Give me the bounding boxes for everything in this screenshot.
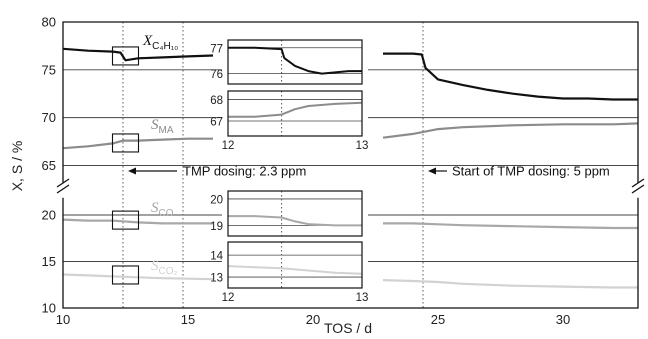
inset-y-tick-label: 14 [210, 251, 223, 263]
annotations: TMP dosing: 2.3 ppm Start of TMP dosing: … [128, 164, 610, 179]
frame-upper [62, 21, 639, 183]
series-label: SMA [151, 117, 174, 136]
inset-y-tick-label: 67 [210, 117, 223, 129]
y-tick-label: 65 [42, 158, 56, 173]
inset-backdrop [222, 88, 368, 139]
inset-panel: 67 68 12 13 [210, 88, 368, 152]
inset-backdrop [222, 188, 368, 239]
inset-y-tick-label: 19 [210, 221, 223, 233]
inset-frame [227, 241, 363, 289]
zoom-box [111, 265, 140, 285]
inset-series-line [228, 46, 362, 75]
series-label: SCO [151, 200, 174, 219]
series-line [383, 52, 638, 101]
zoom-box [111, 210, 140, 230]
series-label-main: S [151, 258, 159, 274]
annotation-text: Start of TMP dosing: 5 ppm [452, 164, 610, 179]
annotation-arrow-head [128, 167, 136, 175]
x-tick-label: 15 [181, 312, 195, 327]
series-label-main: S [151, 200, 159, 216]
y-tick-label: 10 [42, 301, 56, 316]
inset-backdrop [222, 37, 368, 87]
plot-frame [56, 21, 645, 309]
inset-y-tick-label: 20 [210, 194, 223, 206]
series-line [383, 222, 638, 230]
series-line [382, 279, 638, 289]
tick-labels: 65 70 75 80 10 15 20 10 15 20 25 30 [42, 15, 571, 328]
axis-break-mark [56, 178, 70, 188]
series-label: SCO₂ [151, 258, 178, 277]
x-tick-label: 10 [56, 312, 70, 327]
frame-lower [62, 197, 639, 309]
zoom-box [111, 46, 140, 66]
series-label-sub: MA [159, 125, 174, 136]
axis-break-mark [631, 184, 645, 194]
inset-panel: 13 14 12 13 [210, 239, 368, 304]
series-line [62, 218, 213, 225]
zoom-box [111, 133, 140, 153]
annotation-text: TMP dosing: 2.3 ppm [183, 164, 306, 179]
inset-backdrop [222, 239, 368, 291]
axis-break-mark [56, 184, 70, 194]
inset-frame [227, 190, 363, 237]
inset-y-tick-label: 13 [210, 273, 223, 285]
inset-panel: 76 77 [210, 37, 368, 87]
inset-frame [227, 90, 363, 137]
series-line [382, 122, 639, 139]
inset-frame [227, 39, 363, 85]
y-tick-label: 70 [42, 110, 56, 125]
inset-series-line [228, 215, 362, 227]
inset-series-line [227, 265, 363, 275]
y-tick-label: 15 [42, 254, 56, 269]
series-label-sub: CO [159, 208, 174, 219]
annotation-arrow-head [428, 167, 436, 175]
series-line [62, 137, 213, 150]
series-label-sub: C₄H₁₀ [152, 41, 178, 52]
series-lines [62, 47, 639, 289]
y-tick-label: 80 [42, 15, 56, 30]
inset-y-tick-label: 76 [210, 69, 223, 81]
x-tick-label: 20 [306, 312, 320, 327]
series-label: XC₄H₁₀ [142, 33, 178, 52]
y-tick-label: 20 [42, 208, 56, 223]
inset-x-tick-label: 13 [356, 292, 369, 304]
inset-x-tick-label: 13 [356, 140, 369, 152]
y-tick-label: 75 [42, 62, 56, 77]
x-tick-label: 25 [431, 312, 445, 327]
x-axis-label: TOS / d [324, 320, 372, 336]
series-label-main: S [151, 117, 159, 133]
inset-x-tick-label: 12 [222, 140, 235, 152]
zoom-boxes [111, 46, 140, 285]
series-label-main: X [142, 33, 153, 49]
axis-break-mark [631, 178, 645, 188]
inset-series-line [228, 101, 363, 118]
inset-y-tick-label: 68 [210, 95, 223, 107]
series-line [62, 273, 214, 281]
inset-y-tick-label: 77 [210, 43, 223, 55]
series-label-sub: CO₂ [159, 266, 178, 277]
inset-x-tick-label: 12 [222, 292, 235, 304]
series-line [62, 47, 214, 62]
x-tick-label: 30 [556, 312, 570, 327]
y-axis-label: X, S / % [9, 141, 25, 192]
